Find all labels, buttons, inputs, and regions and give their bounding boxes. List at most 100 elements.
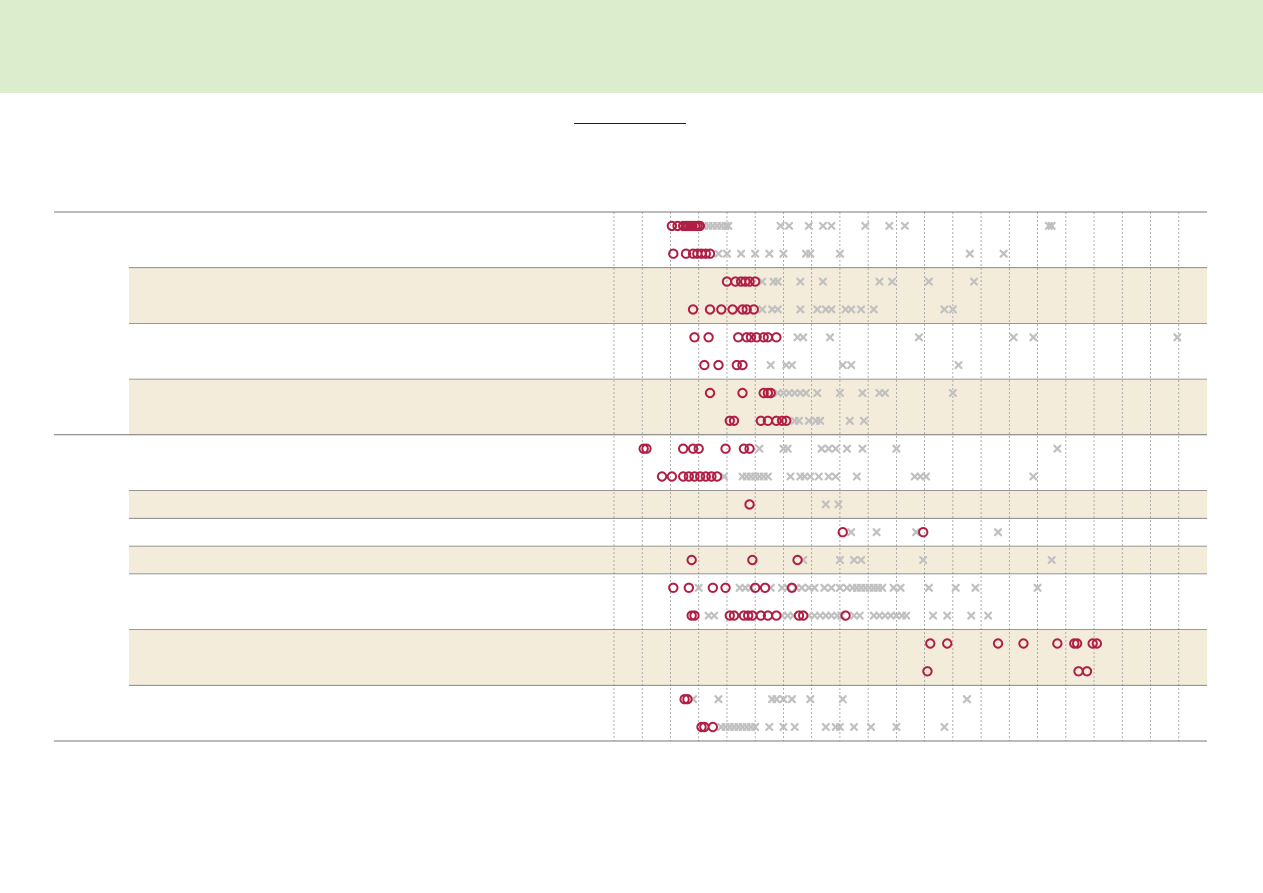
highlight-point bbox=[765, 387, 776, 399]
highlight-point bbox=[793, 610, 805, 621]
background-point bbox=[804, 221, 813, 230]
background-point bbox=[827, 611, 836, 620]
background-point bbox=[827, 583, 836, 592]
highlight-point bbox=[740, 276, 751, 287]
background-point bbox=[838, 361, 847, 370]
background-point bbox=[912, 528, 921, 537]
highlight-point bbox=[786, 582, 798, 593]
highlight-point bbox=[1091, 638, 1103, 649]
background-point bbox=[885, 221, 894, 230]
background-point bbox=[704, 611, 713, 620]
row-band bbox=[129, 629, 1207, 686]
highlight-point bbox=[706, 471, 717, 482]
background-point bbox=[869, 611, 878, 620]
row-band bbox=[129, 267, 1207, 324]
background-point bbox=[755, 444, 764, 453]
highlight-point bbox=[641, 443, 652, 454]
highlight-point bbox=[749, 582, 761, 593]
highlight-point bbox=[700, 471, 711, 482]
background-point bbox=[790, 722, 799, 732]
highlight-point bbox=[733, 332, 744, 343]
background-point bbox=[821, 722, 830, 732]
background-point bbox=[741, 583, 750, 592]
background-point bbox=[804, 583, 813, 592]
background-point bbox=[806, 695, 815, 704]
background-point bbox=[796, 305, 805, 314]
background-point bbox=[831, 444, 840, 453]
highlight-point bbox=[704, 387, 716, 399]
background-point bbox=[1029, 472, 1038, 481]
highlight-point bbox=[749, 276, 761, 287]
background-point bbox=[799, 333, 808, 342]
background-point bbox=[810, 611, 819, 620]
background-point bbox=[878, 583, 887, 592]
background-point bbox=[889, 583, 898, 592]
background-point bbox=[835, 388, 845, 398]
background-point bbox=[818, 277, 828, 286]
background-point bbox=[892, 444, 901, 453]
background-point bbox=[1009, 333, 1018, 342]
highlight-point bbox=[666, 220, 678, 232]
background-point bbox=[875, 388, 884, 398]
row-dividers bbox=[54, 211, 1207, 742]
highlight-point bbox=[744, 443, 755, 454]
highlight-point bbox=[728, 610, 740, 621]
background-point bbox=[814, 472, 823, 481]
highlight-point bbox=[745, 332, 757, 343]
background-point bbox=[1047, 221, 1056, 230]
highlight-point bbox=[687, 304, 699, 315]
highlight-point bbox=[724, 610, 735, 621]
highlight-point bbox=[781, 415, 792, 426]
highlight-point bbox=[992, 638, 1004, 649]
highlight-point bbox=[741, 332, 752, 343]
background-point bbox=[784, 221, 794, 230]
data-marks bbox=[638, 220, 1182, 733]
background-point bbox=[751, 722, 760, 732]
background-point bbox=[820, 583, 829, 592]
background-point bbox=[779, 249, 788, 258]
background-point bbox=[954, 361, 963, 370]
background-point bbox=[827, 305, 836, 314]
highlight-point bbox=[744, 499, 755, 510]
background-point bbox=[924, 583, 933, 592]
background-point bbox=[847, 361, 856, 370]
background-point bbox=[999, 249, 1008, 258]
highlight-point bbox=[711, 471, 723, 482]
background-point bbox=[794, 416, 804, 425]
highlight-point bbox=[771, 610, 782, 621]
background-point bbox=[859, 416, 869, 425]
background-point bbox=[914, 333, 924, 342]
background-point bbox=[921, 472, 931, 481]
highlight-point bbox=[737, 387, 748, 399]
background-point bbox=[714, 695, 723, 704]
background-point bbox=[816, 611, 825, 620]
background-point bbox=[852, 472, 861, 481]
highlight-point bbox=[694, 220, 706, 232]
background-point bbox=[801, 388, 811, 398]
background-point bbox=[971, 583, 980, 592]
background-point bbox=[824, 472, 833, 481]
background-point bbox=[797, 583, 806, 592]
background-point bbox=[783, 444, 792, 453]
highlight-point bbox=[687, 443, 699, 454]
highlight-point bbox=[689, 610, 700, 621]
highlight-point bbox=[1071, 638, 1083, 649]
background-point bbox=[787, 695, 796, 704]
background-point bbox=[965, 249, 974, 258]
highlight-point bbox=[656, 471, 668, 482]
highlight-point bbox=[666, 471, 678, 482]
background-point bbox=[902, 611, 911, 620]
highlight-point bbox=[683, 582, 695, 593]
background-point bbox=[1173, 333, 1182, 342]
background-point bbox=[793, 333, 802, 342]
background-point bbox=[796, 388, 805, 398]
highlight-point bbox=[704, 248, 716, 259]
highlight-point bbox=[1087, 638, 1098, 649]
background-point bbox=[768, 305, 777, 314]
highlight-point bbox=[668, 582, 679, 593]
background-point bbox=[813, 305, 822, 314]
highlight-point bbox=[742, 610, 754, 621]
highlight-point bbox=[720, 582, 731, 593]
background-point bbox=[736, 249, 746, 258]
